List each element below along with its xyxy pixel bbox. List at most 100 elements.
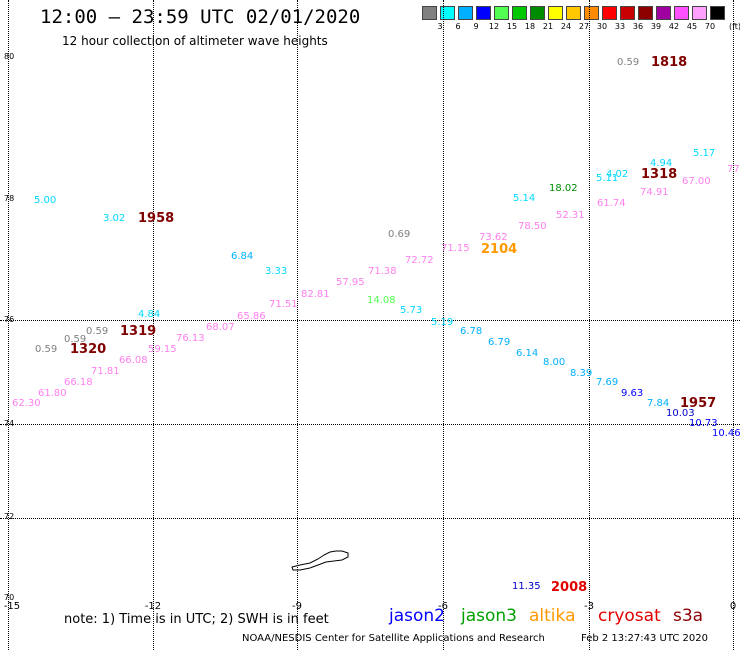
swh-value: 66.18	[64, 377, 93, 388]
swh-value: 5.73	[400, 305, 423, 316]
swh-value: 76.13	[176, 333, 205, 344]
swh-value: 77	[727, 164, 740, 175]
swh-value: 3.02	[103, 213, 126, 224]
scale-label: 6	[455, 22, 461, 31]
scale-swatch	[584, 6, 599, 20]
scale-label: 36	[632, 22, 644, 31]
lat-label-78: 78	[4, 194, 15, 203]
scale-label: 3	[437, 22, 443, 31]
legend-jason3: jason3	[461, 606, 517, 626]
swh-value: 7.69	[596, 377, 619, 388]
swh-value: 52.31	[556, 210, 585, 221]
grid-line-lon-0	[733, 0, 734, 650]
lon-label-15: -15	[3, 601, 21, 612]
scale-label: 42	[668, 22, 680, 31]
grid-line-lat-76	[0, 320, 740, 321]
legend-altika: altika	[529, 606, 576, 626]
scale-swatch	[620, 6, 635, 20]
scale-swatch	[494, 6, 509, 20]
swh-value: 3.33	[265, 266, 288, 277]
legend-jason2: jason2	[389, 606, 445, 626]
credit-text: NOAA/NESDIS Center for Satellite Applica…	[242, 633, 545, 644]
swh-value: 62.30	[12, 398, 41, 409]
swh-value: 8.39	[570, 368, 593, 379]
grid-line-lon-12	[153, 0, 154, 650]
grid-line-lon-6	[443, 0, 444, 650]
swh-value: 6.78	[460, 326, 483, 337]
swh-value: 6.79	[488, 337, 511, 348]
scale-label: 21	[542, 22, 554, 31]
swh-value: 11.35	[512, 581, 541, 592]
grid-line-lon-15	[8, 0, 9, 650]
swh-value: 78.50	[518, 221, 547, 232]
swh-value: 8.00	[543, 357, 566, 368]
swh-value: 10.73	[689, 418, 718, 429]
swh-value: 6.14	[516, 348, 539, 359]
swh-value: 7.84	[647, 398, 670, 409]
scale-swatch	[602, 6, 617, 20]
lat-label-76: 76	[4, 315, 15, 324]
grid-line-lon-3	[589, 0, 590, 650]
lat-label-72: 72	[4, 512, 15, 521]
pass-time-label: 2008	[551, 580, 588, 595]
swh-value: 4.94	[650, 158, 673, 169]
lat-label-74: 74	[4, 419, 15, 428]
pass-time-label: 1818	[651, 55, 688, 70]
swh-value: 59.15	[148, 344, 177, 355]
scale-swatch	[548, 6, 563, 20]
swh-value: 71.51	[269, 299, 298, 310]
pass-time-label: 1957	[680, 396, 717, 411]
scale-swatch	[566, 6, 581, 20]
pass-time-label: 2104	[481, 242, 518, 257]
scale-swatch	[638, 6, 653, 20]
scale-swatch	[692, 6, 707, 20]
lat-label-80: 80	[4, 52, 15, 61]
scale-label: 27	[578, 22, 590, 31]
swh-value: 5.11	[596, 173, 619, 184]
swh-value: 82.81	[301, 289, 330, 300]
scale-swatch	[710, 6, 725, 20]
swh-value: 0.69	[388, 229, 411, 240]
swh-value: 0.59	[617, 57, 640, 68]
lat-label-70: 70	[4, 593, 15, 602]
swh-value: 14.08	[367, 295, 396, 306]
swh-value: 10.46	[712, 428, 740, 439]
swh-value: 73.62	[479, 232, 508, 243]
swh-value: 68.07	[206, 322, 235, 333]
grid-line-lat-72	[0, 518, 740, 519]
swh-value: 67.00	[682, 176, 711, 187]
scale-label: 18	[524, 22, 536, 31]
swh-value: 57.95	[336, 277, 365, 288]
swh-value: 9.63	[621, 388, 644, 399]
scale-label: 30	[596, 22, 608, 31]
scale-swatch	[656, 6, 671, 20]
scale-label: 24	[560, 22, 572, 31]
map-title: 12:00 – 23:59 UTC 02/01/2020	[40, 6, 361, 28]
swh-value: 61.80	[38, 388, 67, 399]
swh-value: 0.59	[35, 344, 58, 355]
scale-label: 45	[686, 22, 698, 31]
swh-value: 4.84	[138, 309, 161, 320]
lon-label-3: -3	[584, 601, 594, 612]
scale-swatch	[422, 6, 437, 20]
legend-cryosat: cryosat	[598, 606, 661, 626]
swh-value: 0.59	[64, 334, 87, 345]
lon-label-9: -9	[292, 601, 302, 612]
lon-label-6: -6	[438, 601, 448, 612]
scale-label: 70	[704, 22, 716, 31]
pass-time-label: 1319	[120, 324, 157, 339]
swh-value: 71.81	[91, 366, 120, 377]
scale-swatch	[458, 6, 473, 20]
swh-value: 18.02	[549, 183, 578, 194]
swh-value: 65.86	[237, 311, 266, 322]
map-subtitle: 12 hour collection of altimeter wave hei…	[62, 34, 328, 48]
grid-line-lon-9	[297, 0, 298, 650]
pass-time-label: 1318	[641, 167, 678, 182]
pass-time-label: 1958	[138, 211, 175, 226]
scale-swatch	[512, 6, 527, 20]
swh-value: 5.00	[34, 195, 57, 206]
scale-swatch	[476, 6, 491, 20]
scale-swatch	[674, 6, 689, 20]
